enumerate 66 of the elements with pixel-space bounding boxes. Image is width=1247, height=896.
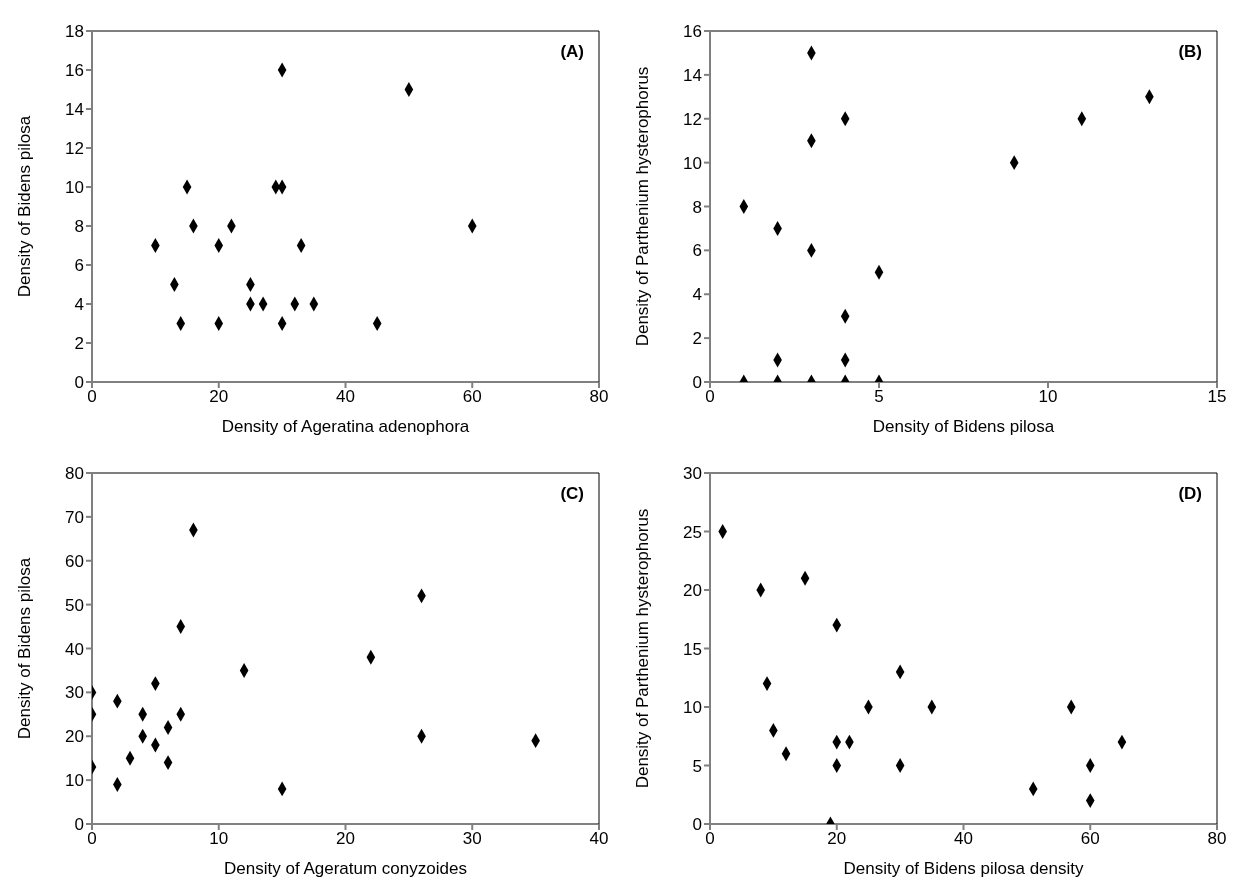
y-tick-label: 16 bbox=[65, 61, 84, 81]
y-tick-label: 10 bbox=[65, 771, 84, 791]
x-tick-label: 20 bbox=[209, 387, 229, 407]
x-tick-label: 80 bbox=[589, 387, 609, 407]
y-tick-label: 0 bbox=[74, 373, 84, 393]
y-tick-label: 50 bbox=[65, 595, 84, 615]
y-tick-label: 5 bbox=[692, 756, 702, 776]
y-tick-label: 30 bbox=[683, 464, 702, 484]
x-tick-label: 40 bbox=[336, 387, 355, 407]
y-tick-label: 0 bbox=[74, 815, 84, 835]
y-tick-label: 18 bbox=[65, 22, 84, 42]
x-tick-label: 60 bbox=[462, 387, 482, 407]
annotation: (D) bbox=[1178, 484, 1202, 504]
x-tick-label: 0 bbox=[705, 387, 715, 407]
y-tick-label: 10 bbox=[65, 178, 84, 198]
x-tick-label: 0 bbox=[87, 387, 97, 407]
y-tick-label: 8 bbox=[74, 217, 84, 237]
x-tick-label: 5 bbox=[874, 387, 884, 407]
y-tick-label: 30 bbox=[65, 683, 84, 703]
x-tick-label: 15 bbox=[1207, 387, 1227, 407]
x-axis-title: Density of Bidens pilosa density bbox=[843, 859, 1084, 878]
y-tick-label: 12 bbox=[683, 109, 702, 129]
y-tick-label: 80 bbox=[65, 464, 84, 484]
x-tick-label: 40 bbox=[589, 829, 609, 849]
y-axis-title: Density of Parthenium hysterophorus bbox=[633, 66, 653, 347]
y-tick-label: 2 bbox=[692, 329, 702, 349]
y-tick-label: 20 bbox=[683, 581, 702, 601]
x-tick-label: 0 bbox=[87, 829, 97, 849]
x-axis-title: Density of Ageratum conyzoides bbox=[224, 859, 467, 878]
y-tick-label: 0 bbox=[692, 373, 702, 393]
x-tick-label: 10 bbox=[1038, 387, 1058, 407]
annotation: (B) bbox=[1178, 42, 1202, 62]
annotation: (C) bbox=[560, 484, 584, 504]
y-tick-label: 6 bbox=[692, 241, 702, 261]
y-tick-label: 14 bbox=[683, 65, 702, 85]
y-tick-label: 20 bbox=[65, 727, 84, 747]
y-tick-label: 10 bbox=[683, 153, 702, 173]
x-tick-label: 30 bbox=[462, 829, 482, 849]
y-tick-label: 8 bbox=[692, 197, 702, 217]
y-tick-label: 70 bbox=[65, 507, 84, 527]
y-tick-label: 4 bbox=[692, 285, 702, 305]
y-tick-label: 16 bbox=[683, 22, 702, 42]
y-tick-label: 4 bbox=[74, 295, 84, 315]
y-tick-label: 6 bbox=[74, 256, 84, 276]
y-tick-label: 0 bbox=[692, 815, 702, 835]
y-tick-label: 12 bbox=[65, 139, 84, 159]
y-tick-label: 25 bbox=[683, 522, 702, 542]
x-axis-title: Density of Bidens pilosa bbox=[872, 417, 1055, 436]
y-tick-label: 2 bbox=[74, 334, 84, 354]
y-tick-label: 60 bbox=[65, 551, 84, 571]
y-axis-title: Density of Bidens pilosa bbox=[15, 115, 35, 298]
x-tick-label: 10 bbox=[209, 829, 229, 849]
y-tick-label: 14 bbox=[65, 100, 84, 120]
x-tick-label: 20 bbox=[336, 829, 355, 849]
x-tick-label: 80 bbox=[1207, 829, 1227, 849]
x-axis-title: Density of Ageratina adenophora bbox=[221, 417, 470, 436]
x-tick-label: 40 bbox=[954, 829, 973, 849]
y-axis-title: Density of Parthenium hysterophorus bbox=[633, 508, 653, 789]
x-tick-label: 20 bbox=[827, 829, 847, 849]
y-tick-label: 15 bbox=[683, 639, 702, 659]
annotation: (A) bbox=[560, 42, 584, 62]
y-tick-label: 40 bbox=[65, 639, 84, 659]
y-tick-label: 10 bbox=[683, 698, 702, 718]
y-axis-title: Density of Bidens pilosa bbox=[15, 557, 35, 740]
x-tick-label: 60 bbox=[1080, 829, 1100, 849]
x-tick-label: 0 bbox=[705, 829, 715, 849]
